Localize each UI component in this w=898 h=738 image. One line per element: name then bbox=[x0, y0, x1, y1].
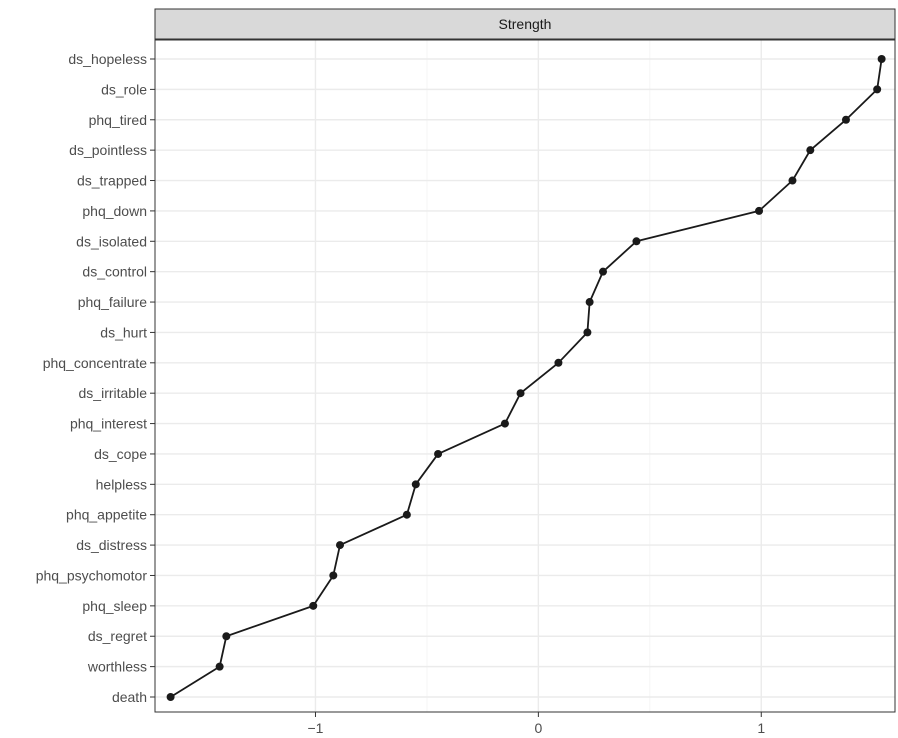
data-point bbox=[755, 206, 764, 215]
data-point bbox=[806, 146, 815, 155]
data-point bbox=[516, 389, 525, 398]
data-point bbox=[877, 55, 886, 63]
y-tick-label: ds_regret bbox=[88, 628, 147, 644]
data-point bbox=[215, 662, 224, 671]
y-tick-label: ds_hurt bbox=[100, 324, 147, 340]
series-line bbox=[170, 58, 883, 698]
y-tick-label: ds_isolated bbox=[76, 233, 147, 249]
y-tick-label: phq_down bbox=[82, 203, 147, 219]
y-tick-label: ds_cope bbox=[94, 446, 147, 462]
data-point bbox=[500, 419, 509, 428]
x-tick-label: 0 bbox=[534, 720, 542, 736]
y-tick-label: ds_distress bbox=[76, 537, 147, 553]
data-point bbox=[599, 267, 608, 276]
data-point bbox=[309, 601, 318, 610]
y-tick-label: phq_appetite bbox=[66, 507, 147, 523]
data-point bbox=[166, 693, 175, 701]
y-tick-label: phq_concentrate bbox=[43, 355, 148, 371]
data-point bbox=[788, 176, 797, 185]
series-layer bbox=[166, 55, 886, 701]
data-point bbox=[632, 237, 641, 246]
panel-border bbox=[154, 39, 896, 713]
y-tick-label: ds_pointless bbox=[69, 142, 147, 158]
data-point bbox=[336, 541, 344, 550]
data-point bbox=[583, 328, 592, 337]
y-tick-label: helpless bbox=[96, 476, 147, 492]
y-tick-label: phq_psychomotor bbox=[36, 567, 148, 583]
strip-label: Strength bbox=[499, 16, 552, 32]
strip-background bbox=[154, 8, 896, 40]
data-point bbox=[411, 480, 420, 489]
grid-layer bbox=[155, 40, 895, 712]
data-point bbox=[402, 510, 411, 519]
data-point bbox=[434, 449, 443, 458]
x-tick-label: −1 bbox=[307, 720, 323, 736]
y-tick-label: death bbox=[112, 689, 147, 705]
data-point bbox=[841, 115, 850, 124]
data-point bbox=[585, 298, 594, 307]
data-point bbox=[222, 632, 231, 641]
y-tick-label: phq_failure bbox=[78, 294, 147, 310]
x-tick-label: 1 bbox=[757, 720, 765, 736]
axis-layer: −1 0 1 ds_hopeless ds_role phq_tired ds_pointl… bbox=[36, 51, 766, 736]
data-point bbox=[873, 85, 882, 94]
y-tick-label: ds_hopeless bbox=[68, 51, 147, 67]
y-tick-label: phq_tired bbox=[89, 112, 147, 128]
data-point bbox=[554, 358, 563, 367]
data-point bbox=[329, 571, 338, 580]
y-tick-label: ds_irritable bbox=[79, 385, 148, 401]
y-tick-label: ds_control bbox=[82, 264, 147, 280]
y-tick-label: ds_trapped bbox=[77, 173, 147, 189]
y-tick-label: ds_role bbox=[101, 81, 147, 97]
y-tick-label: phq_interest bbox=[70, 416, 147, 432]
y-tick-label: phq_sleep bbox=[82, 598, 147, 614]
y-tick-label: worthless bbox=[87, 659, 147, 675]
